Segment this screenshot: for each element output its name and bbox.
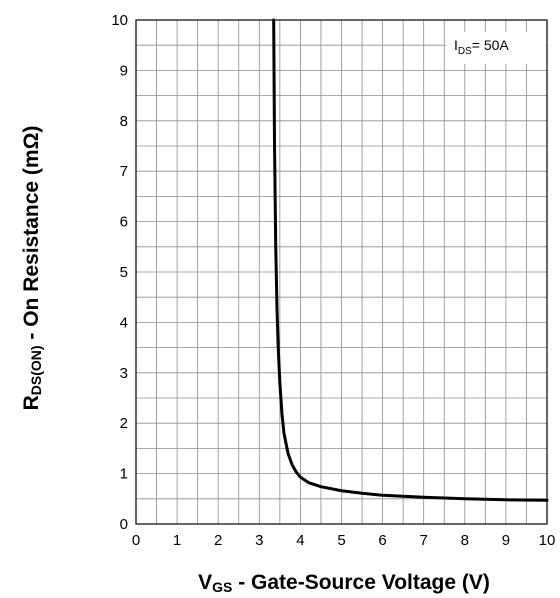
annotation-box — [446, 32, 546, 64]
x-tick-label: 0 — [132, 532, 140, 549]
x-tick-label: 2 — [214, 532, 222, 549]
y-tick-label: 7 — [120, 163, 128, 180]
y-tick-label: 8 — [120, 113, 128, 130]
y-axis-title: RDS(ON) - On Resistance (mΩ) — [20, 126, 44, 411]
y-tick-label: 6 — [120, 214, 128, 231]
x-tick-label: 10 — [539, 532, 556, 549]
x-tick-label: 8 — [461, 532, 469, 549]
x-tick-labels: 0 1 2 3 4 5 6 7 8 9 10 — [132, 532, 556, 549]
x-tick-label: 9 — [502, 532, 510, 549]
x-tick-label: 1 — [173, 532, 181, 549]
y-tick-label: 3 — [120, 365, 128, 382]
y-tick-label: 9 — [120, 62, 128, 79]
y-tick-label: 10 — [111, 12, 128, 29]
plot-frame — [135, 19, 548, 525]
x-tick-label: 6 — [378, 532, 386, 549]
y-tick-label: 0 — [120, 516, 128, 533]
grid-lines — [136, 20, 547, 524]
series-group — [272, 18, 549, 502]
x-tick-label: 4 — [296, 532, 304, 549]
y-tick-label: 2 — [120, 415, 128, 432]
annotation-label: IDS= 50A — [454, 37, 509, 57]
y-tick-label: 4 — [120, 314, 128, 331]
x-axis-title: VGS - Gate-Source Voltage (V) — [198, 571, 490, 595]
y-tick-label: 1 — [120, 466, 128, 483]
x-tick-label: 7 — [420, 532, 428, 549]
y-tick-label: 5 — [120, 264, 128, 281]
x-tick-label: 3 — [255, 532, 263, 549]
series-line — [272, 18, 549, 502]
x-tick-label: 5 — [337, 532, 345, 549]
y-tick-labels: 0 1 2 3 4 5 6 7 8 9 10 — [111, 12, 128, 533]
